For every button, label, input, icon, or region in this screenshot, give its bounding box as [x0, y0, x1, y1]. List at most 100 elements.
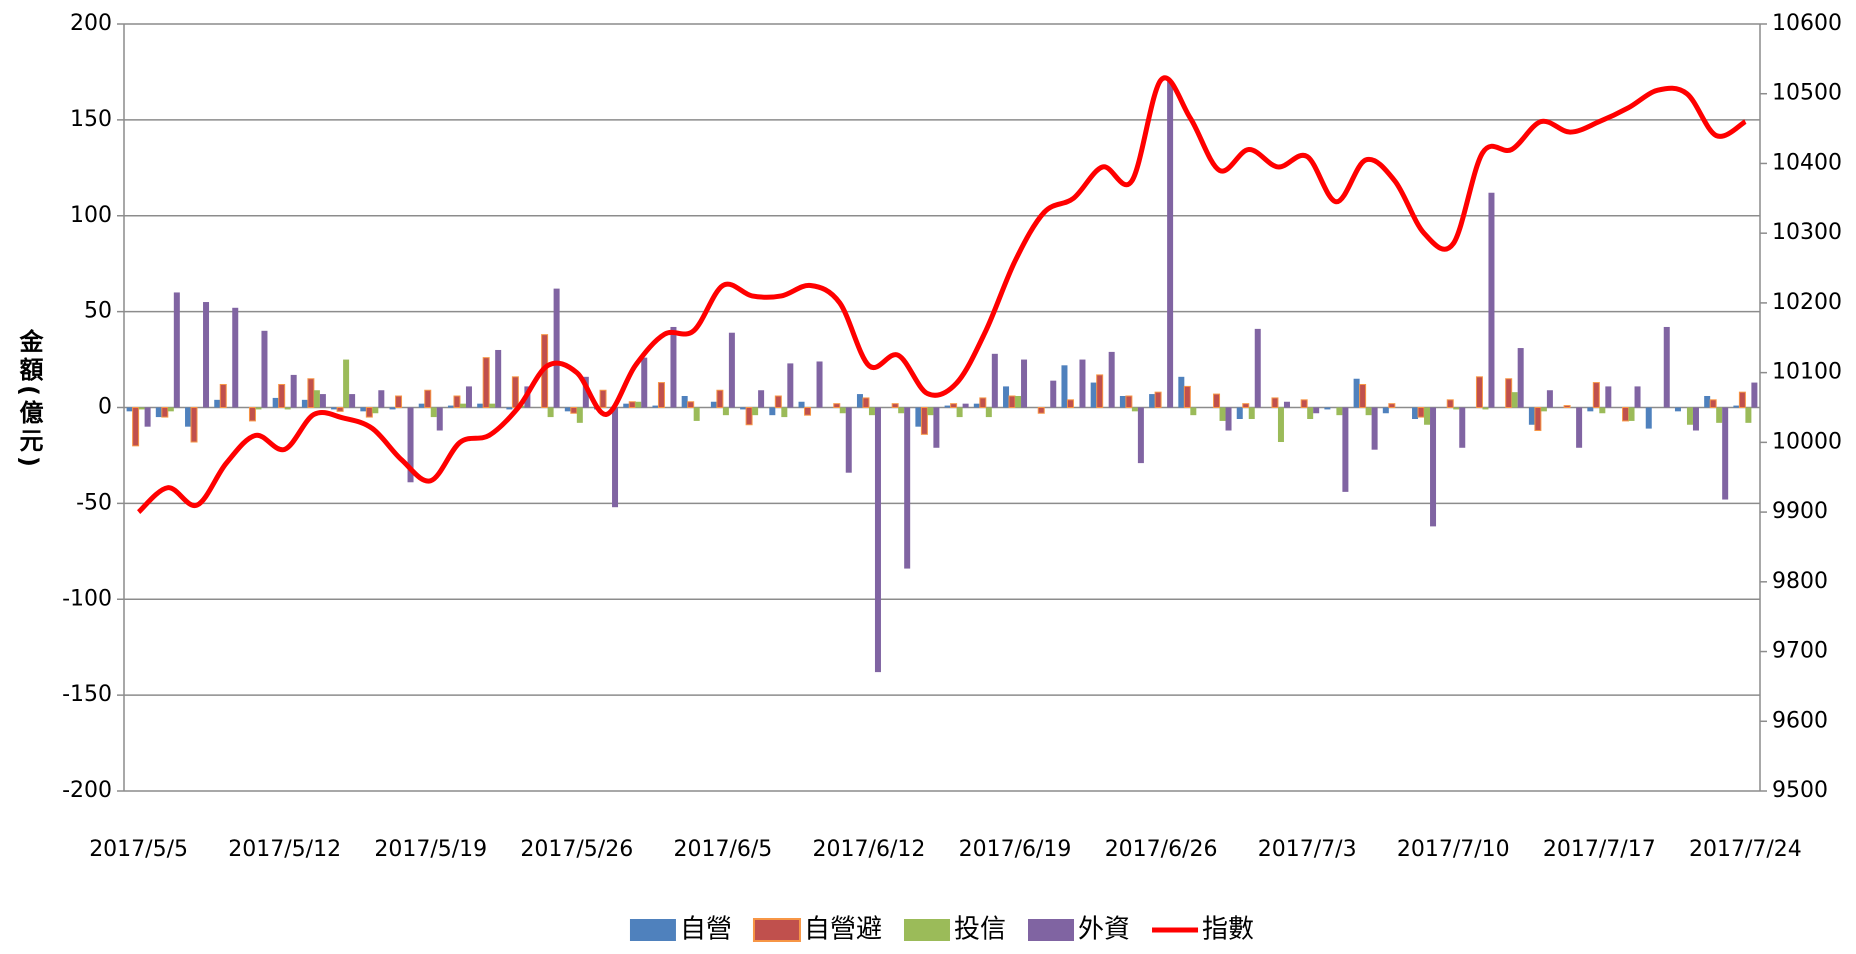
x-tick-label: 2017/7/17	[1543, 837, 1656, 862]
bar	[1709, 399, 1717, 408]
x-tick-label: 2017/5/5	[89, 837, 188, 862]
bar	[1475, 376, 1483, 409]
bar	[447, 405, 454, 408]
y2-tick-label: 10500	[1772, 81, 1842, 106]
bar	[1511, 392, 1518, 408]
bar	[1342, 407, 1349, 492]
bar	[1167, 81, 1174, 408]
bar	[985, 407, 992, 418]
bar	[1300, 399, 1308, 408]
bar	[272, 397, 279, 408]
bar	[407, 407, 414, 483]
bar	[284, 407, 291, 410]
bar	[1236, 407, 1243, 420]
bar	[1382, 407, 1389, 414]
bar	[343, 359, 350, 408]
bar	[564, 407, 571, 412]
bar	[576, 407, 583, 423]
bar	[331, 407, 338, 410]
bar	[1482, 407, 1489, 410]
bar	[553, 288, 560, 408]
bar	[722, 407, 729, 416]
bar	[190, 407, 198, 443]
bar	[1517, 348, 1524, 408]
bar	[301, 399, 308, 408]
bar	[1534, 407, 1542, 432]
bar	[1096, 374, 1104, 408]
x-tick-label: 2017/6/19	[959, 837, 1072, 862]
bar	[1716, 407, 1723, 423]
bar	[1686, 407, 1693, 425]
bar	[1412, 407, 1419, 420]
bar	[1336, 407, 1343, 416]
y-tick-label: -100	[62, 586, 112, 611]
bar	[612, 407, 619, 508]
bar	[173, 292, 180, 408]
bar	[1505, 378, 1513, 408]
bar	[628, 401, 636, 408]
bar	[436, 407, 443, 431]
bar	[1446, 399, 1454, 408]
bar	[1015, 395, 1022, 408]
x-tick-label: 2017/7/10	[1397, 837, 1510, 862]
bar	[681, 395, 688, 408]
bar	[1417, 407, 1425, 418]
bar	[1592, 382, 1600, 409]
bar	[641, 357, 648, 408]
bar	[161, 407, 169, 418]
bar	[862, 397, 870, 409]
bar	[1722, 407, 1729, 500]
bar	[1540, 407, 1547, 412]
bar	[1307, 407, 1314, 420]
bar	[816, 361, 823, 408]
y2-tick-label: 10000	[1772, 429, 1842, 454]
bar	[1313, 407, 1320, 414]
index-line	[136, 75, 1747, 515]
bar	[623, 403, 630, 408]
bar	[1277, 407, 1284, 443]
legend-label: 自營	[680, 915, 732, 945]
bar	[1003, 386, 1010, 408]
y2-tick-label: 9800	[1772, 569, 1828, 594]
bar	[752, 407, 759, 416]
bar	[1692, 407, 1699, 431]
y2-tick-label: 10600	[1772, 11, 1842, 36]
bar	[874, 407, 881, 673]
bar	[1219, 407, 1226, 421]
bar	[389, 407, 396, 410]
x-tick-label: 2017/5/26	[520, 837, 633, 862]
bar	[511, 376, 519, 409]
bar	[582, 376, 589, 408]
y2-tick-label: 9700	[1772, 639, 1828, 664]
legend-label: 自營避	[804, 915, 882, 945]
bar	[418, 403, 425, 408]
y-tick-label: -200	[62, 778, 112, 803]
y-tick-label: 100	[70, 203, 112, 228]
bar	[313, 390, 320, 408]
legend-swatch	[903, 919, 950, 941]
x-tick-label: 2017/6/5	[673, 837, 772, 862]
bar	[898, 407, 905, 414]
bar	[833, 403, 841, 409]
bar	[1365, 407, 1372, 416]
bar	[248, 407, 256, 422]
bar	[1137, 407, 1144, 464]
bar	[1225, 407, 1232, 431]
bar	[1183, 385, 1191, 409]
bar	[979, 397, 987, 409]
bar	[1488, 192, 1495, 408]
bar	[360, 407, 367, 412]
y-tick-label: 0	[98, 395, 112, 420]
bar	[1283, 401, 1290, 408]
bar	[495, 349, 502, 408]
bar	[769, 407, 776, 416]
legend-swatch	[629, 919, 676, 941]
bar	[1154, 391, 1162, 409]
bar	[482, 357, 490, 408]
bar	[185, 407, 192, 427]
bar	[693, 407, 700, 421]
legend-swatch	[1028, 919, 1075, 941]
bar	[261, 330, 268, 408]
bar	[635, 401, 642, 408]
bar	[1119, 395, 1126, 408]
